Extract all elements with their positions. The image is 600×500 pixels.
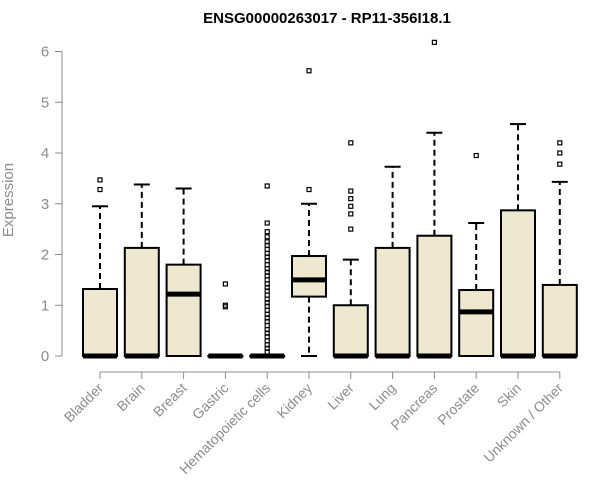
outlier-point [222, 302, 228, 308]
x-tick-label: Unknown / Other [480, 380, 566, 466]
box-liver [332, 140, 369, 359]
y-axis-label: Expression [0, 163, 17, 237]
outlier-point [473, 152, 479, 159]
outlier-point [306, 186, 312, 193]
outlier-point [264, 277, 270, 283]
outlier-point [348, 211, 354, 217]
box-body [416, 234, 453, 357]
box-gastric [207, 281, 244, 359]
y-axis: 0 1 2 3 4 5 6 [41, 44, 63, 365]
outlier-point [264, 220, 270, 226]
box-body [165, 263, 202, 357]
box-body [458, 289, 495, 357]
y-tick-label: 4 [41, 145, 49, 162]
box-prostate [458, 152, 495, 357]
outlier-point [264, 292, 270, 298]
box-bladder [82, 177, 118, 359]
y-tick-label: 6 [41, 44, 49, 61]
box-body [291, 255, 327, 298]
box-body [332, 304, 369, 357]
x-tick-label: Brain [113, 380, 147, 414]
y-tick-label: 2 [41, 247, 49, 264]
outlier-point [557, 150, 563, 156]
y-tick-label: 0 [41, 348, 49, 365]
outlier-point [264, 307, 270, 313]
box-breast [165, 187, 202, 357]
outlier-point [431, 39, 437, 45]
outlier-point [348, 140, 354, 146]
box-series [82, 39, 578, 359]
box-body [123, 246, 160, 357]
box-body [500, 209, 536, 357]
outlier-point [264, 234, 270, 240]
x-tick-label: Lung [365, 380, 398, 413]
outlier-point [264, 229, 270, 235]
y-tick-label: 1 [41, 297, 49, 314]
x-tick-label: Breast [150, 380, 190, 420]
outlier-point [348, 226, 354, 232]
outlier-point [264, 262, 270, 268]
y-tick-label: 5 [41, 94, 49, 111]
outlier-point [264, 183, 270, 189]
y-tick-label: 3 [41, 196, 49, 213]
outlier-point [264, 322, 270, 329]
x-tick-label: Skin [494, 380, 525, 411]
x-tick-label: Liver [324, 380, 357, 413]
outlier-point [348, 203, 354, 209]
box-body [82, 288, 118, 358]
x-tick-label: Bladder [61, 380, 107, 426]
outlier-point [306, 68, 312, 74]
chart-title: ENSG00000263017 - RP11-356I18.1 [203, 10, 451, 27]
x-tick-label: Kidney [274, 380, 316, 422]
outlier-point [264, 239, 270, 245]
outlier-point [557, 140, 563, 146]
outlier-point [264, 338, 270, 344]
outlier-point [264, 246, 270, 253]
outlier-point [97, 177, 103, 183]
x-tick-label: Prostate [434, 380, 482, 428]
outlier-point [97, 186, 103, 193]
box-unknown-other [541, 140, 578, 359]
box-brain [123, 183, 160, 359]
outlier-point [348, 196, 354, 202]
outlier-point [557, 161, 563, 167]
box-skin [500, 123, 536, 359]
box-kidney [291, 68, 327, 357]
box-lung [374, 165, 411, 359]
box-body [541, 283, 578, 358]
box-hematopoietic-cells [249, 183, 286, 359]
outlier-point [222, 281, 228, 287]
box-pancreas [416, 39, 453, 359]
outlier-point [348, 188, 354, 194]
box-body [374, 246, 411, 357]
